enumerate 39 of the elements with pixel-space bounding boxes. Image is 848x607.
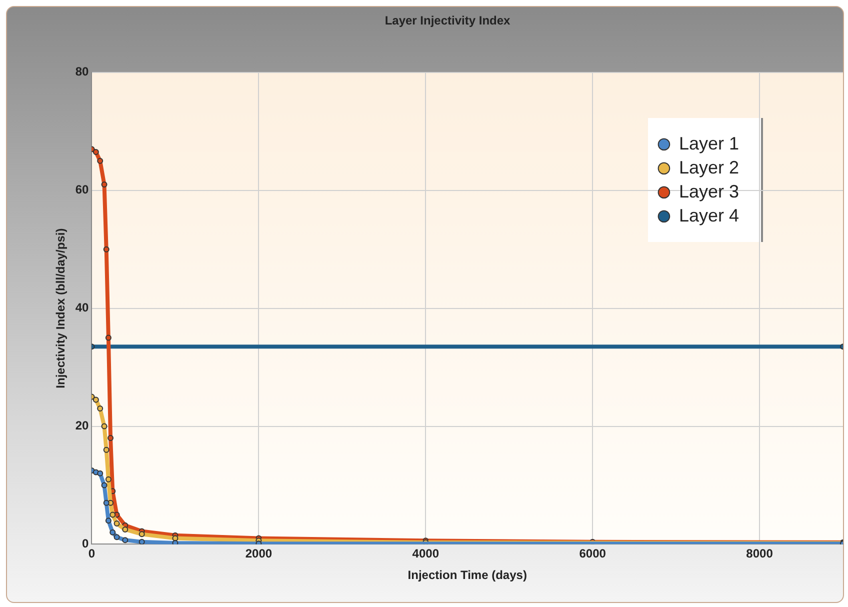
legend-label: Layer 4 xyxy=(678,205,740,226)
point xyxy=(114,520,120,527)
x-tick-label: 8000 xyxy=(746,546,774,561)
y-tick-label: 0 xyxy=(82,536,90,551)
point xyxy=(110,529,116,536)
point xyxy=(101,482,108,488)
x-tick-label: 6000 xyxy=(579,546,606,561)
legend-label: Layer 1 xyxy=(678,133,740,154)
legend-label: Layer 2 xyxy=(678,157,740,178)
point xyxy=(122,526,128,532)
y-tick-label: 60 xyxy=(75,182,90,197)
point xyxy=(105,476,112,482)
x-tick-label: 4000 xyxy=(412,546,440,561)
point xyxy=(122,537,128,544)
point xyxy=(101,423,108,430)
point xyxy=(97,158,104,164)
y-tick-label: 40 xyxy=(75,300,90,315)
point xyxy=(97,470,104,476)
y-tick-label: 20 xyxy=(75,418,90,433)
y-tick-label: 80 xyxy=(75,64,90,79)
legend-label: Layer 3 xyxy=(678,181,740,202)
point xyxy=(114,534,120,540)
point xyxy=(108,435,114,442)
x-axis-title: Injection Time (days) xyxy=(408,568,527,582)
chart-title: Layer Injectivity Index xyxy=(384,14,511,28)
point xyxy=(105,518,112,524)
point xyxy=(138,538,145,544)
point xyxy=(101,181,108,188)
point xyxy=(103,246,110,252)
point xyxy=(92,396,99,403)
point xyxy=(92,149,99,156)
point xyxy=(110,512,116,518)
x-tick-label: 2000 xyxy=(245,546,272,561)
point xyxy=(103,446,110,453)
point xyxy=(97,406,104,412)
point xyxy=(105,334,112,341)
y-axis-title: Injectivity Index (bll/day/psi) xyxy=(54,228,68,388)
point xyxy=(138,531,145,538)
point xyxy=(103,500,110,506)
